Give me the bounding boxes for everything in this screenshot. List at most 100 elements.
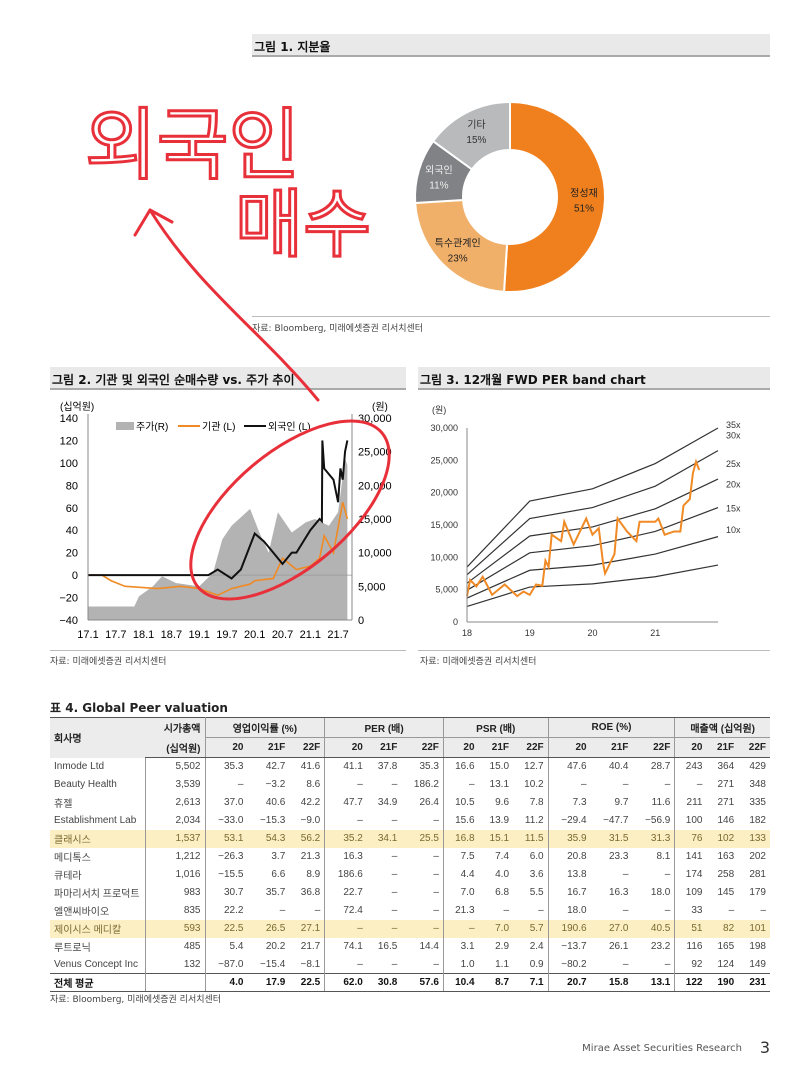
value-cell: 231	[738, 973, 770, 992]
band-label: 10x	[726, 525, 741, 535]
value-cell: –	[433, 869, 439, 880]
value-cell: –	[324, 919, 367, 938]
x-tick-label: 18	[462, 628, 472, 638]
col-header-year: 20	[324, 737, 367, 758]
band-label: 30x	[726, 431, 741, 441]
value-cell: 47.7	[324, 793, 367, 812]
value-cell: 35.7	[265, 887, 286, 898]
value-cell: 92	[674, 955, 707, 974]
value-cell: 14.4	[419, 941, 439, 952]
value-cell: −3.2	[265, 779, 286, 790]
x-tick-label: 17.1	[77, 629, 98, 641]
value-cell: –	[664, 905, 671, 916]
market-cap-cell: 1,212	[144, 847, 205, 866]
fig1-title-text: 그림 1. 지분율	[254, 40, 331, 54]
slice-value: 51%	[574, 203, 594, 214]
value-cell: 429	[749, 761, 766, 773]
value-cell: 62.0	[324, 973, 367, 992]
value-cell: 149	[749, 958, 766, 970]
value-cell: 202	[749, 851, 766, 862]
x-tick-label: 18.7	[161, 629, 182, 641]
value-cell: –	[674, 775, 707, 794]
value-cell: –	[728, 905, 735, 916]
y-tick-label: 20,000	[430, 488, 458, 498]
value-cell: 35.9	[547, 829, 591, 848]
company-name: 클래시스	[50, 829, 145, 848]
fig3-title-text: 그림 3. 12개월 FWD PER band chart	[420, 373, 646, 387]
company-name: Inmode Ltd	[54, 761, 105, 772]
value-cell: 28.7	[650, 761, 671, 773]
value-cell: −80.2	[547, 955, 591, 974]
value-cell: 7.5	[442, 847, 479, 866]
col-header-year: 22F	[513, 737, 549, 758]
value-cell: 10.5	[442, 793, 479, 812]
fig1-title: 그림 1. 지분율	[252, 34, 770, 57]
market-cap-cell: 2,034	[144, 811, 205, 830]
y-tick-label: 20	[66, 548, 78, 560]
value-cell: 26.4	[419, 797, 439, 808]
company-name: Establishment Lab	[54, 815, 137, 826]
value-cell: –	[433, 815, 439, 826]
y2-tick-label: 5,000	[358, 581, 386, 593]
value-cell: 8.7	[478, 973, 514, 992]
value-cell: 7.4	[495, 851, 510, 862]
value-cell: 133	[738, 829, 770, 848]
market-cap-cell: 2,613	[144, 793, 205, 812]
col-header-year: 22F	[289, 737, 325, 758]
value-cell: –	[366, 919, 402, 938]
value-cell: 31.5	[590, 829, 633, 848]
slice-label: 외국인	[425, 164, 453, 176]
value-cell: 100	[674, 811, 707, 830]
value-cell: 21.7	[300, 941, 321, 952]
donut-slice	[431, 100, 511, 171]
value-cell: 0.9	[529, 958, 544, 970]
value-cell: 34.9	[377, 797, 398, 808]
col-header-year: 22F	[632, 737, 675, 758]
value-cell: 198	[749, 941, 766, 952]
value-cell: 179	[749, 887, 766, 898]
value-cell: 76	[674, 829, 707, 848]
table-row: 파마리서치 프로덕트 983 30.7 35.7 36.8 22.7– –7.0 6.8 5.5…	[50, 883, 770, 902]
value-cell: –	[401, 919, 444, 938]
annotation-text-foreigner: 외국인	[85, 101, 300, 189]
col-header-group: PSR (배)	[442, 717, 549, 738]
x-tick-label: 18.1	[133, 629, 154, 641]
table-row: 메디톡스 1,212 −26.3 3.7 21.3 16.3– –7.5 7.4 6.0 20.8…	[50, 847, 770, 866]
value-cell: 4.0	[204, 973, 248, 992]
fig3-source: 자료: 미래에셋증권 리서치센터	[420, 657, 537, 667]
y-tick-label: 80	[66, 480, 78, 492]
value-cell: 16.3	[324, 847, 367, 866]
value-cell: 13.1	[489, 779, 510, 790]
value-cell: 141	[674, 847, 707, 866]
value-cell: 6.0	[529, 851, 544, 862]
value-cell: 7.0	[442, 883, 479, 902]
value-cell: 116	[674, 937, 707, 956]
market-cap-cell	[144, 973, 205, 992]
value-cell: –	[391, 779, 398, 790]
table-row: 큐테라 1,016 −15.5 6.6 8.9 186.6– –4.4 4.0 3.6 13.8–…	[50, 865, 770, 884]
value-cell: 27.0	[590, 919, 633, 938]
value-cell: 364	[717, 761, 735, 773]
x-tick-label: 21.7	[327, 629, 348, 641]
value-cell: 102	[706, 829, 739, 848]
value-cell: 335	[749, 797, 766, 808]
company-name: Venus Concept Inc	[54, 958, 138, 970]
y-tick-label: 120	[60, 435, 78, 447]
value-cell: 37.8	[377, 761, 398, 773]
value-cell: –	[664, 869, 671, 880]
value-cell: 72.4	[324, 901, 367, 920]
value-cell: 12.7	[524, 761, 544, 773]
x-tick-label: 20.1	[244, 629, 265, 641]
value-cell: 40.4	[608, 761, 629, 773]
value-cell: 9.6	[495, 797, 510, 808]
value-cell: 7.1	[513, 973, 549, 992]
company-name: 제이시스 메디칼	[50, 919, 145, 938]
market-cap-cell: 485	[144, 937, 205, 956]
value-cell: –	[204, 775, 248, 794]
value-cell: 22.5	[204, 919, 248, 938]
value-cell: 122	[674, 973, 707, 992]
value-cell: –	[442, 775, 479, 794]
y-tick-label: 60	[66, 503, 78, 515]
col-header-group: ROE (%)	[547, 717, 675, 738]
table-row: 제이시스 메디칼 593 22.5 26.5 27.1– – – –7.0 5.7 190.6 27…	[50, 919, 770, 938]
